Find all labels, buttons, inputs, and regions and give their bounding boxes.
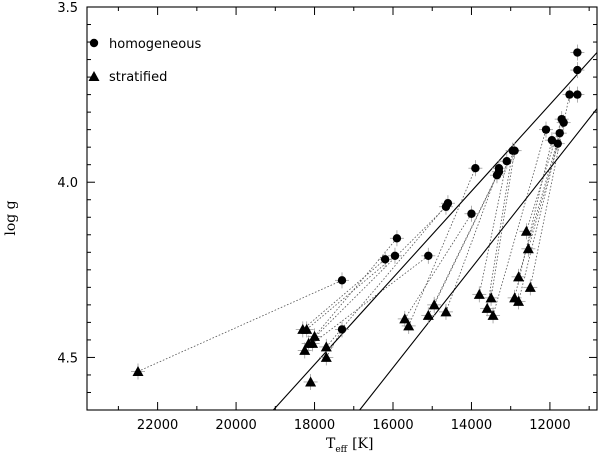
homogeneous-point bbox=[559, 118, 568, 127]
connector-line bbox=[326, 202, 449, 348]
stratified-point bbox=[403, 320, 415, 331]
connector-line bbox=[492, 129, 547, 316]
x-axis-label-main: T bbox=[326, 436, 336, 452]
x-tick-label: 20000 bbox=[215, 418, 256, 433]
x-tick-label: 22000 bbox=[137, 418, 178, 433]
connector-line bbox=[306, 255, 396, 330]
homogeneous-point bbox=[392, 234, 402, 243]
homogeneous-point bbox=[471, 164, 480, 173]
homogeneous-point bbox=[573, 65, 582, 75]
connector-line bbox=[308, 206, 447, 344]
homogeneous-point bbox=[502, 156, 511, 166]
connector-line bbox=[433, 171, 500, 306]
connector-line bbox=[486, 150, 514, 309]
error-bars bbox=[131, 44, 585, 390]
homogeneous-point bbox=[441, 202, 451, 211]
connector-line bbox=[408, 168, 476, 327]
homogeneous-point bbox=[390, 251, 400, 261]
homogeneous-point bbox=[573, 90, 582, 99]
data-markers bbox=[132, 48, 582, 387]
stratified-point bbox=[301, 323, 313, 334]
connector-line bbox=[404, 213, 472, 320]
y-axis-label: log g bbox=[3, 200, 19, 235]
reference-line bbox=[272, 52, 598, 411]
homogeneous-point bbox=[424, 251, 433, 261]
homogeneous-point bbox=[565, 90, 574, 99]
homogeneous-point bbox=[508, 146, 517, 155]
connector-line bbox=[312, 255, 429, 344]
stratified-point bbox=[320, 341, 332, 352]
homogeneous-point bbox=[467, 209, 476, 218]
x-axis-label: Teff [K] bbox=[326, 436, 373, 455]
y-tick-label: 3.5 bbox=[57, 1, 78, 16]
stratified-point bbox=[524, 281, 536, 292]
connector-line bbox=[490, 150, 516, 298]
connector-lines bbox=[137, 94, 570, 372]
y-tick-label: 4.5 bbox=[57, 351, 78, 366]
stratified-point bbox=[473, 288, 485, 299]
homogeneous-point bbox=[547, 135, 557, 145]
x-tick-label: 14000 bbox=[451, 418, 492, 433]
stratified-point bbox=[299, 344, 311, 355]
stratified-point bbox=[513, 271, 525, 282]
stratified-point bbox=[487, 309, 499, 320]
x-tick-label: 18000 bbox=[294, 418, 335, 433]
homogeneous-point bbox=[573, 48, 582, 57]
connector-line bbox=[137, 279, 343, 372]
stratified-point bbox=[305, 376, 317, 387]
stratified-point bbox=[309, 330, 321, 341]
connector-line bbox=[314, 238, 398, 337]
legend: homogeneous stratified bbox=[88, 37, 201, 85]
connector-line bbox=[302, 259, 386, 330]
stratified-point bbox=[481, 302, 493, 313]
connector-line bbox=[518, 143, 559, 302]
legend-triangle-marker bbox=[88, 71, 100, 81]
homogeneous-point bbox=[337, 276, 347, 285]
x-axis-label-unit: [K] bbox=[352, 436, 373, 452]
stratified-point bbox=[485, 292, 497, 303]
x-tick-label: 16000 bbox=[372, 418, 413, 433]
x-axis-label-subscript: eff bbox=[335, 445, 347, 455]
stratified-point bbox=[513, 295, 525, 306]
homogeneous-point bbox=[541, 125, 551, 134]
axis-ticks: 22000 20000 18000 16000 14000 12000 3.5 4.0 4.5 bbox=[57, 1, 597, 433]
connector-line bbox=[478, 161, 508, 295]
stratified-point bbox=[303, 337, 315, 348]
stratified-point bbox=[440, 306, 452, 317]
y-tick-label: 4.0 bbox=[57, 176, 78, 191]
homogeneous-point bbox=[555, 128, 564, 138]
stratified-point bbox=[422, 309, 434, 320]
plot-frame bbox=[86, 6, 598, 411]
stratified-point bbox=[132, 365, 144, 376]
legend-circle-marker bbox=[89, 38, 99, 48]
stratified-point bbox=[320, 351, 332, 362]
reference-lines bbox=[272, 52, 598, 411]
legend-label-stratified: stratified bbox=[109, 70, 167, 85]
homogeneous-point bbox=[492, 171, 502, 180]
connector-line bbox=[427, 175, 498, 316]
stratified-point bbox=[428, 299, 440, 310]
x-tick-label: 12000 bbox=[529, 418, 570, 433]
homogeneous-point bbox=[337, 325, 347, 334]
stratified-point bbox=[520, 225, 532, 236]
stratified-point bbox=[399, 313, 411, 324]
homogeneous-point bbox=[380, 255, 390, 264]
reference-line bbox=[359, 108, 598, 411]
stratified-point bbox=[522, 243, 534, 254]
legend-label-homogeneous: homogeneous bbox=[109, 37, 201, 52]
